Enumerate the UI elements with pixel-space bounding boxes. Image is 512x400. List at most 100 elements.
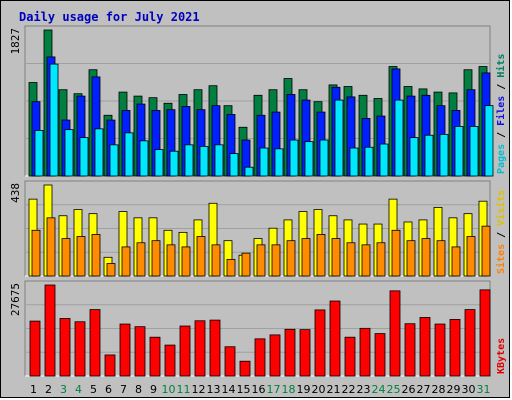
x-label-day-24: 24 <box>372 383 386 396</box>
bar-pages-16 <box>259 147 269 177</box>
bar-pages-1 <box>34 130 44 177</box>
bar-pages-28 <box>439 134 449 177</box>
bar-pages-8 <box>139 140 149 177</box>
bar-pages-4 <box>79 137 89 177</box>
x-label-day-25: 25 <box>387 383 401 396</box>
x-label-day-14: 14 <box>222 383 236 396</box>
legend-item-files: Files <box>495 96 507 126</box>
bar-kbytes-1 <box>29 320 41 377</box>
bar-kbytes-4 <box>74 321 86 377</box>
chart-title: Daily usage for July 2021 <box>19 10 200 24</box>
x-label-day-18: 18 <box>282 383 296 396</box>
legend-item-hits: Hits <box>495 54 507 78</box>
bar-pages-20 <box>319 139 329 177</box>
legend-separator: / <box>496 226 507 244</box>
x-label-day-26: 26 <box>402 383 416 396</box>
legend-item-sites: Sites <box>495 244 507 274</box>
bar-kbytes-14 <box>224 346 236 377</box>
bar-sites-1 <box>31 229 41 277</box>
x-label-day-15: 15 <box>237 383 251 396</box>
bar-kbytes-26 <box>404 323 416 377</box>
bar-sites-5 <box>91 234 101 277</box>
legend-item-kbytes: KBytes <box>496 338 507 374</box>
x-label-day-2: 2 <box>45 383 52 396</box>
bar-sites-20 <box>316 234 326 277</box>
bar-kbytes-15 <box>239 360 251 377</box>
bar-sites-17 <box>271 244 281 277</box>
x-label-day-12: 12 <box>192 383 206 396</box>
bar-sites-18 <box>286 240 296 277</box>
bar-kbytes-23 <box>359 327 371 377</box>
bar-sites-10 <box>166 244 176 277</box>
x-label-day-28: 28 <box>432 383 446 396</box>
bar-kbytes-21 <box>329 300 341 377</box>
bar-sites-22 <box>346 242 356 277</box>
bar-pages-3 <box>64 129 74 177</box>
legend-separator: / <box>496 126 507 144</box>
bar-sites-2 <box>46 217 56 277</box>
x-label-day-11: 11 <box>177 383 191 396</box>
x-label-day-1: 1 <box>30 383 37 396</box>
bar-pages-27 <box>424 134 434 177</box>
bar-sites-24 <box>376 242 386 277</box>
x-label-day-20: 20 <box>312 383 326 396</box>
bar-kbytes-27 <box>419 317 431 377</box>
legend-item-visits: Visits <box>495 190 507 226</box>
bar-kbytes-11 <box>179 325 191 377</box>
y-max-label-pages-files-hits: 1827 <box>9 28 22 55</box>
bar-kbytes-8 <box>134 326 146 377</box>
bar-pages-10 <box>169 150 179 177</box>
legend-visits-sites: Sites / Visits <box>495 190 507 274</box>
bar-kbytes-12 <box>194 320 206 377</box>
bar-sites-8 <box>136 242 146 277</box>
bar-pages-23 <box>364 146 374 177</box>
bar-kbytes-20 <box>314 309 326 377</box>
bar-kbytes-30 <box>464 309 476 377</box>
bar-sites-14 <box>226 258 236 277</box>
bar-kbytes-7 <box>119 323 131 377</box>
bar-sites-26 <box>406 240 416 277</box>
bar-kbytes-13 <box>209 319 221 377</box>
x-label-day-23: 23 <box>357 383 371 396</box>
y-max-label-visits-sites: 438 <box>9 183 22 203</box>
bar-sites-11 <box>181 246 191 277</box>
bar-sites-4 <box>76 236 86 277</box>
bar-pages-30 <box>469 126 479 177</box>
bar-sites-29 <box>451 246 461 277</box>
bar-pages-15 <box>244 166 254 177</box>
x-label-day-6: 6 <box>105 383 112 396</box>
x-label-day-9: 9 <box>150 383 157 396</box>
bar-kbytes-10 <box>164 344 176 377</box>
bar-kbytes-18 <box>284 328 296 377</box>
legend-separator: / <box>496 78 507 96</box>
bar-kbytes-25 <box>389 290 401 377</box>
x-label-day-17: 17 <box>267 383 281 396</box>
bar-sites-27 <box>421 238 431 277</box>
bar-kbytes-5 <box>89 309 101 377</box>
bar-pages-7 <box>124 132 134 177</box>
x-label-day-27: 27 <box>417 383 431 396</box>
bar-kbytes-24 <box>374 333 386 377</box>
x-label-day-29: 29 <box>447 383 461 396</box>
bar-sites-25 <box>391 229 401 277</box>
bar-kbytes-19 <box>299 329 311 377</box>
bar-pages-17 <box>274 148 284 177</box>
bar-sites-12 <box>196 236 206 277</box>
x-label-day-13: 13 <box>207 383 221 396</box>
bar-pages-5 <box>94 128 104 177</box>
y-max-label-kbytes: 27675 <box>9 283 22 316</box>
bar-kbytes-2 <box>44 284 56 377</box>
bar-pages-19 <box>304 141 314 177</box>
bar-pages-26 <box>409 137 419 177</box>
bar-sites-28 <box>436 240 446 277</box>
x-label-day-22: 22 <box>342 383 356 396</box>
bar-pages-31 <box>484 105 494 177</box>
bar-pages-29 <box>454 126 464 177</box>
bar-pages-22 <box>349 147 359 177</box>
x-label-day-3: 3 <box>60 383 67 396</box>
bar-pages-25 <box>394 99 404 177</box>
bar-sites-16 <box>256 244 266 277</box>
bar-kbytes-29 <box>449 319 461 377</box>
legend-pages-files-hits: Pages / Files / Hits <box>495 54 507 174</box>
